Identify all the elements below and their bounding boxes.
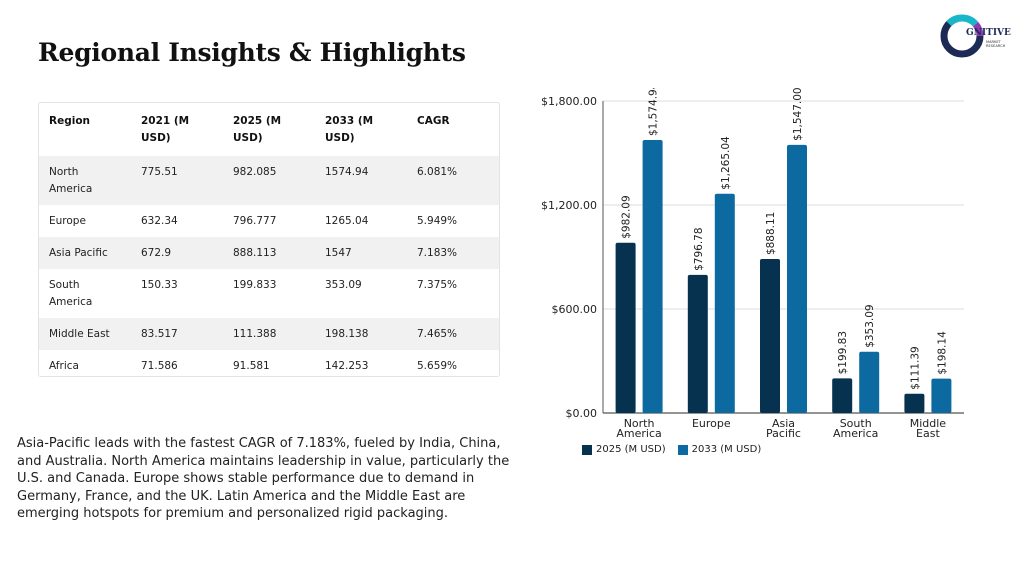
table-cell: 7.465% xyxy=(417,328,458,340)
table-cell: 91.581 xyxy=(233,360,270,372)
table-cell: 888.113 xyxy=(233,247,277,259)
table-cell: 150.33 xyxy=(141,279,178,291)
table-cell: 142.253 xyxy=(325,360,369,372)
col-header: 2021 (M USD) xyxy=(141,115,190,144)
data-label: $1,265.04 xyxy=(720,136,732,190)
table-cell: 353.09 xyxy=(325,279,362,291)
bar xyxy=(787,144,807,413)
x-tick-label-line: East xyxy=(916,427,940,440)
col-header: CAGR xyxy=(417,115,450,127)
y-tick-label: $0.00 xyxy=(566,407,598,420)
table-cell: 775.51 xyxy=(141,166,178,178)
data-label: $111.39 xyxy=(909,346,921,389)
table-cell: 71.586 xyxy=(141,360,178,372)
table-cell: 7.375% xyxy=(417,279,458,291)
logo-icon xyxy=(940,14,984,58)
bar xyxy=(832,378,853,413)
table-cell: 1265.04 xyxy=(325,215,369,227)
table-cell: 672.9 xyxy=(141,247,172,259)
table-cell: 5.659% xyxy=(417,360,458,372)
x-tick-label-line: North xyxy=(624,417,655,430)
table-cell: 982.085 xyxy=(233,166,277,178)
bar xyxy=(714,193,735,413)
table-row: South America 150.33 199.833 353.09 7.37… xyxy=(39,269,499,318)
legend-swatch xyxy=(582,444,592,455)
bar-chart: $0.00 $600.00 $1,200.00 $1,800.00 $982.09 $1,… xyxy=(541,88,964,440)
table-cell: North America xyxy=(49,166,93,195)
y-tick-label: $1,200.00 xyxy=(541,199,597,212)
x-tick-label: Asia Pacific xyxy=(766,417,801,440)
x-tick-label: South America xyxy=(833,417,878,440)
bar xyxy=(931,378,952,413)
bar xyxy=(859,351,880,413)
data-label: $1,547.00 xyxy=(792,88,804,141)
bar xyxy=(687,274,708,413)
table-row: Africa 71.586 91.581 142.253 5.659% xyxy=(39,350,499,376)
table-cell: Europe xyxy=(49,215,86,227)
table-cell: 111.388 xyxy=(233,328,277,340)
x-tick-label-line: South xyxy=(840,417,872,430)
legend-label: 2025 (M USD) xyxy=(596,444,666,455)
table-row: Asia Pacific 672.9 888.113 1547 7.183% xyxy=(39,237,499,269)
table-cell: 632.34 xyxy=(141,215,178,227)
table-header-row: Region 2021 (M USD) 2025 (M USD) 2033 (M… xyxy=(39,103,499,156)
bar xyxy=(615,242,636,413)
x-tick-label: Europe xyxy=(692,417,731,430)
table-cell: 5.949% xyxy=(417,215,458,227)
regional-table: Region 2021 (M USD) 2025 (M USD) 2033 (M… xyxy=(38,102,500,377)
x-tick-label-line: Pacific xyxy=(766,427,801,440)
logo-name: GNITIVE xyxy=(966,28,1011,38)
data-label: $888.11 xyxy=(765,212,777,255)
logo-subtitle: MARKET RESEARCH xyxy=(986,40,1006,48)
table-cell: 199.833 xyxy=(233,279,277,291)
table-cell: Asia Pacific xyxy=(49,247,108,259)
chart-legend: 2025 (M USD) 2033 (M USD) xyxy=(582,444,761,455)
table-cell: 7.183% xyxy=(417,247,458,259)
table-cell: 1547 xyxy=(325,247,352,259)
data-label: $982.09 xyxy=(621,195,633,238)
table-cell: South America xyxy=(49,279,93,308)
data-label: $796.78 xyxy=(693,227,705,270)
x-tick-label: Middle East xyxy=(910,417,947,440)
summary-paragraph: Asia-Pacific leads with the fastest CAGR… xyxy=(17,436,510,521)
data-label: $1,574.94 xyxy=(648,88,660,136)
legend-item: 2025 (M USD) xyxy=(582,444,666,455)
col-header: 2025 (M USD) xyxy=(233,115,282,144)
bar xyxy=(642,140,663,413)
bar xyxy=(904,393,925,413)
col-header: Region xyxy=(49,115,91,127)
y-tick-label: $1,800.00 xyxy=(541,95,597,108)
x-tick-label: North America xyxy=(616,417,661,440)
table-cell: 1574.94 xyxy=(325,166,369,178)
y-tick-label: $600.00 xyxy=(552,303,598,316)
table-cell: 83.517 xyxy=(141,328,178,340)
table-cell: Middle East xyxy=(49,328,110,340)
table-cell: 796.777 xyxy=(233,215,277,227)
legend-item: 2033 (M USD) xyxy=(677,444,762,455)
table-row: North America 775.51 982.085 1574.94 6.0… xyxy=(39,156,499,205)
x-tick-label-line: America xyxy=(833,427,878,440)
x-tick-label-line: America xyxy=(616,427,661,440)
x-tick-label-line: Middle xyxy=(910,417,947,430)
col-header: 2033 (M USD) xyxy=(325,115,374,144)
data-label: $198.14 xyxy=(936,331,948,375)
table-cell: 198.138 xyxy=(325,328,369,340)
page-title: Regional Insights & Highlights xyxy=(38,38,466,67)
data-label: $353.09 xyxy=(864,304,876,347)
legend-swatch xyxy=(677,444,688,455)
table-cell: Africa xyxy=(49,360,79,372)
table-cell: 6.081% xyxy=(417,166,458,178)
table-row: Middle East 83.517 111.388 198.138 7.465… xyxy=(39,318,499,350)
legend-label: 2033 (M USD) xyxy=(691,444,762,455)
x-tick-label-line: Europe xyxy=(692,417,731,430)
x-tick-label-line: Asia xyxy=(772,417,795,430)
bar xyxy=(760,259,780,413)
table-row: Europe 632.34 796.777 1265.04 5.949% xyxy=(39,205,499,237)
data-label: $199.83 xyxy=(837,331,849,374)
